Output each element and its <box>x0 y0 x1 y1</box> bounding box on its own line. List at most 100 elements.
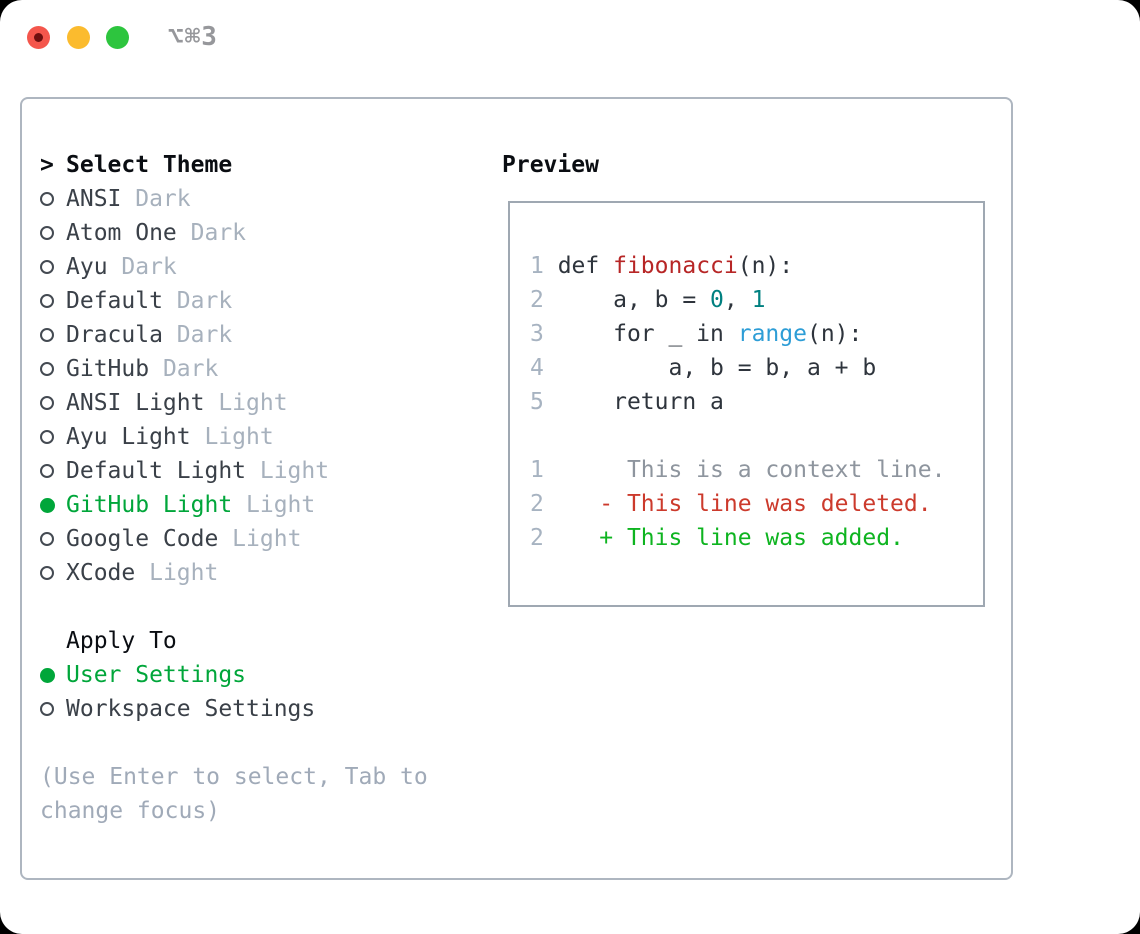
theme-option-atom-one[interactable]: Atom One Dark <box>40 216 428 250</box>
radio-slot <box>40 192 66 206</box>
radio-icon <box>40 328 54 342</box>
radio-icon <box>40 532 54 546</box>
code-line: 5 return a <box>530 389 724 415</box>
radio-icon <box>40 192 54 206</box>
prompt-icon: > <box>40 152 54 178</box>
select-theme-label: Select Theme <box>66 152 233 178</box>
theme-option-label: GitHub Light <box>66 492 233 518</box>
prompt-slot: > <box>40 148 66 182</box>
theme-option-label: ANSI <box>66 186 122 212</box>
theme-variant-label: Dark <box>121 186 191 212</box>
theme-variant-label: Light <box>135 560 219 586</box>
theme-option-github-light[interactable]: GitHub Light Light <box>40 488 428 522</box>
theme-variant-label: Dark <box>107 254 177 280</box>
theme-variant-label: Light <box>218 526 302 552</box>
code-line: 3 for _ in range(n): <box>530 321 863 347</box>
diff-deleted-line: 2 - This line was deleted. <box>530 491 932 517</box>
theme-option-ayu[interactable]: Ayu Dark <box>40 250 428 284</box>
radio-slot <box>40 226 66 240</box>
radio-icon <box>40 226 54 240</box>
theme-variant-label: Dark <box>162 322 233 348</box>
theme-option-label: XCode <box>66 560 136 586</box>
radio-icon <box>40 260 54 274</box>
theme-option-label: GitHub <box>66 356 150 382</box>
radio-slot <box>40 497 66 513</box>
theme-option-ansi[interactable]: ANSI Dark <box>40 182 428 216</box>
radio-icon <box>40 566 54 580</box>
code-line: 2 a, b = 0, 1 <box>530 287 766 313</box>
apply-option-workspace-settings[interactable]: Workspace Settings <box>40 692 428 726</box>
theme-option-dracula[interactable]: Dracula Dark <box>40 318 428 352</box>
apply-to-options: User Settings Workspace Settings <box>40 658 428 726</box>
code-line: 4 a, b = b, a + b <box>530 355 877 381</box>
theme-variant-label: Dark <box>176 220 247 246</box>
help-text-line: (Use Enter to select, Tab to <box>40 764 428 790</box>
radio-icon <box>40 294 54 308</box>
theme-list: ANSI Dark Atom One Dark Ayu Dark Default Da… <box>40 182 428 590</box>
minimize-button[interactable] <box>67 26 90 49</box>
apply-option-user-settings[interactable]: User Settings <box>40 658 428 692</box>
radio-slot <box>40 396 66 410</box>
radio-slot <box>40 260 66 274</box>
theme-variant-label: Light <box>246 458 330 484</box>
theme-option-ansi-light[interactable]: ANSI Light Light <box>40 386 428 420</box>
theme-option-label: ANSI Light <box>66 390 205 416</box>
theme-option-default[interactable]: Default Dark <box>40 284 428 318</box>
theme-option-xcode[interactable]: XCode Light <box>40 556 428 590</box>
code-line: 1 def fibonacci(n): <box>530 253 794 279</box>
diff-context-line: 1 This is a context line. <box>530 457 946 483</box>
theme-option-label: Google Code <box>66 526 219 552</box>
apply-to-header: Apply To <box>40 624 428 658</box>
window-title: ⌥⌘3 <box>168 22 218 52</box>
titlebar: ⌥⌘3 <box>0 0 1140 72</box>
theme-option-label: Ayu <box>66 254 108 280</box>
theme-variant-label: Light <box>204 390 288 416</box>
theme-variant-label: Dark <box>162 288 233 314</box>
theme-option-label: Default <box>66 288 163 314</box>
apply-option-label: User Settings <box>66 662 247 688</box>
theme-option-default-light[interactable]: Default Light Light <box>40 454 428 488</box>
radio-icon <box>40 464 54 478</box>
radio-slot <box>40 430 66 444</box>
radio-selected-icon <box>40 667 55 683</box>
apply-option-label: Workspace Settings <box>66 696 316 722</box>
theme-option-label: Atom One <box>66 220 177 246</box>
theme-picker-panel: > Select Theme ANSI Dark Atom One Dark Ayu… <box>20 97 1013 880</box>
radio-icon <box>40 396 54 410</box>
close-dot-icon <box>34 33 43 42</box>
spacer-row <box>40 590 428 624</box>
code-preview: 1 def fibonacci(n): 2 a, b = 0, 1 3 for _ … <box>510 203 983 555</box>
close-button[interactable] <box>27 26 50 49</box>
theme-option-google-code[interactable]: Google Code Light <box>40 522 428 556</box>
apply-to-label: Apply To <box>66 628 177 654</box>
radio-icon <box>40 362 54 376</box>
zoom-button[interactable] <box>106 26 129 49</box>
theme-option-label: Dracula <box>66 322 163 348</box>
theme-option-github[interactable]: GitHub Dark <box>40 352 428 386</box>
theme-option-label: Default Light <box>66 458 247 484</box>
preview-box: 1 def fibonacci(n): 2 a, b = 0, 1 3 for _ … <box>508 201 985 607</box>
diff-added-line: 2 + This line was added. <box>530 525 904 551</box>
theme-option-label: Ayu Light <box>66 424 191 450</box>
radio-slot <box>40 294 66 308</box>
theme-variant-label: Dark <box>149 356 219 382</box>
preview-header: Preview <box>502 152 599 178</box>
radio-selected-icon <box>40 497 55 513</box>
help-text-line: change focus) <box>40 798 221 824</box>
spacer-row <box>40 726 428 760</box>
theme-variant-label: Light <box>232 492 316 518</box>
code-line <box>530 419 983 453</box>
select-theme-header: > Select Theme <box>40 148 428 182</box>
radio-slot <box>40 328 66 342</box>
radio-slot <box>40 667 66 683</box>
theme-variant-label: Light <box>190 424 274 450</box>
radio-slot <box>40 362 66 376</box>
theme-picker-left-column: > Select Theme ANSI Dark Atom One Dark Ayu… <box>40 148 428 828</box>
radio-slot <box>40 532 66 546</box>
radio-slot <box>40 464 66 478</box>
radio-icon <box>40 702 54 716</box>
theme-option-ayu-light[interactable]: Ayu Light Light <box>40 420 428 454</box>
radio-slot <box>40 566 66 580</box>
